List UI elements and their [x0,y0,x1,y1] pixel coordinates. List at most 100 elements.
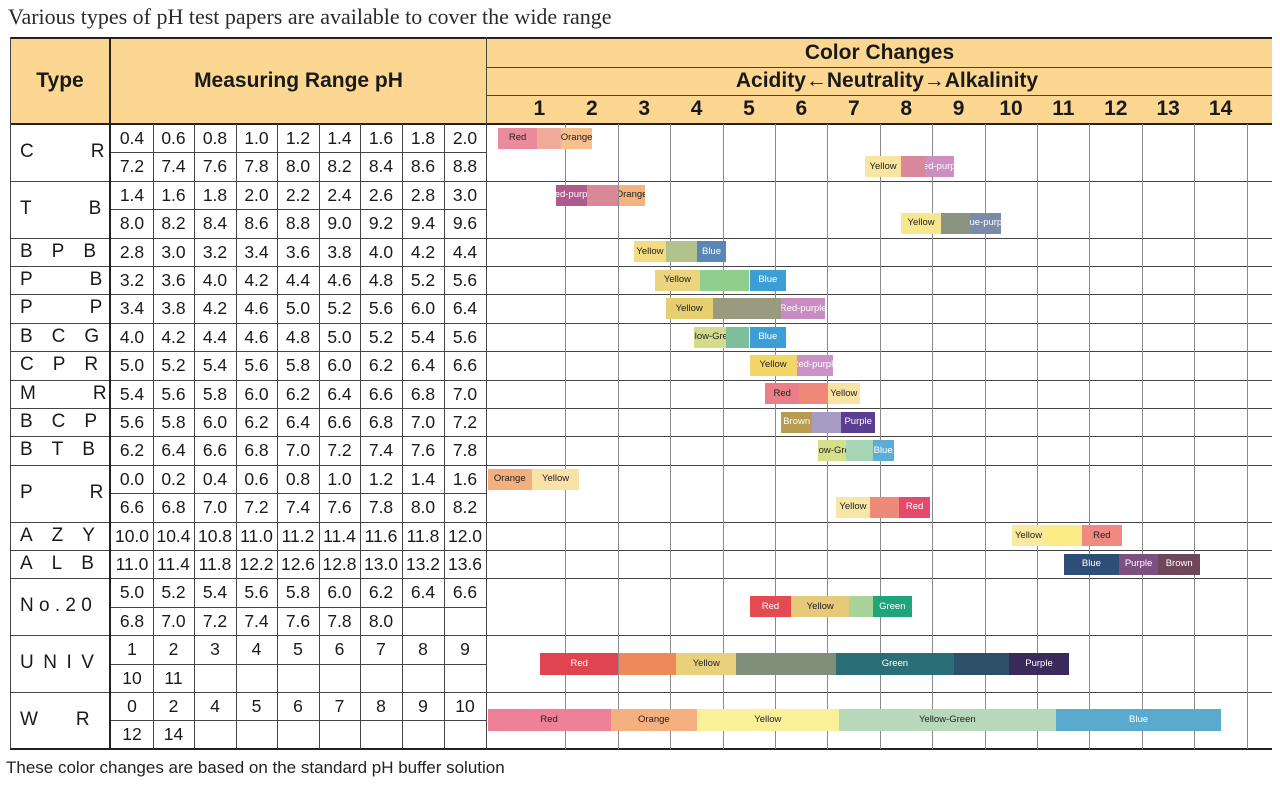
color-bar-segment: Yellow [676,652,737,675]
type-divider [10,521,1272,523]
range-value: 6.6 [119,497,145,518]
color-bar-segment: Purple [841,411,876,433]
range-value [319,664,360,692]
range-value: 1.2 [285,128,311,148]
range-value: 6.4 [452,298,478,319]
range-value: 2.8 [119,241,145,262]
range-value: 5.2 [161,582,186,603]
color-bar-segment: Brown [780,411,813,433]
color-bar-segment [618,652,677,675]
range-value: 9 [418,696,428,716]
paper-type-name: W R [20,709,90,730]
range-value: 3.6 [161,270,186,290]
range-value: 5.8 [161,412,186,432]
range-value: 11 [164,667,183,688]
color-bar-segment: Red [1082,525,1122,547]
range-value: 4.2 [244,270,269,290]
range-value: 6.0 [202,412,228,432]
range-value: 2.0 [244,184,269,205]
color-bar-segment: Yellow [901,212,941,234]
range-value: 10.8 [197,525,233,546]
ph-scale-label: 12 [1104,97,1128,120]
type-divider [10,237,1272,239]
range-value: 6.8 [119,610,145,631]
color-bar-segment: Blue-purple [969,212,1002,234]
range-value: 7.4 [368,440,394,461]
range-value: 0.6 [244,468,269,489]
color-bar-segment: Red [487,709,611,732]
ph-grid-line [618,124,619,749]
range-value: 5.6 [452,326,478,347]
type-divider [10,692,1272,693]
range-value [236,664,277,692]
range-value: 6.2 [285,383,311,404]
header-band [10,38,1272,124]
range-value: 5.6 [452,270,478,290]
range-value: 11.8 [406,525,440,546]
range-value: 7.4 [285,497,311,518]
range-value: 3.4 [119,298,145,319]
type-divider [10,550,1272,551]
ph-grid-line [985,124,986,749]
range-value: 4.8 [285,326,311,347]
range-value: 1.6 [161,184,186,205]
color-bar-segment: Blue [1056,709,1222,732]
ph-grid-line [775,124,776,749]
color-bar-segment: Red [898,496,931,518]
range-value: 7.4 [161,156,186,177]
color-bar-segment: Yellow [655,269,700,291]
range-value [236,720,277,748]
range-value: 6.2 [119,440,145,461]
range-value: 6.0 [244,383,269,404]
range-value: 6 [334,639,345,660]
range-value: 6.2 [368,355,394,376]
range-row-divider [111,152,486,154]
type-divider [10,322,1272,324]
color-bar-segment: Blue [749,269,787,291]
color-bar-segment: Red [539,652,619,675]
paper-type-name: C P R [20,354,99,376]
range-value: 3.8 [327,241,352,262]
range-value: 3.2 [202,241,228,262]
color-bar-segment: Yellow [864,156,902,178]
range-value: 7.2 [244,497,269,518]
range-value: 5.0 [327,326,352,347]
range-value: 5.4 [202,582,228,603]
color-bar-segment [736,652,836,675]
range-value: 6.8 [161,497,186,518]
header-subline [487,67,1272,68]
color-bar-segment: Green [872,596,912,618]
range-value: 10 [455,696,475,716]
ph-grid-line [565,124,566,749]
range-value: 4.0 [119,326,145,347]
range-value: 6.0 [327,355,352,376]
range-value: 8.4 [368,156,394,177]
paper-type-name: P B [20,269,103,290]
color-bar-segment: Orange [487,468,533,490]
color-bar-segment: Brown [1158,553,1201,575]
range-value: 7.2 [202,610,228,631]
range-value: 5.4 [202,355,228,376]
range-value: 13.2 [405,554,441,574]
color-bar-segment: Red [497,127,538,149]
paper-type-name: B T B [20,439,95,461]
color-bar-segment: Red [765,383,800,405]
range-value: 4.2 [161,326,186,347]
color-bar-segment: Red-purple [780,298,826,320]
paper-type-name: B C P [20,411,98,432]
ph-scale-label: 2 [585,97,598,120]
range-value: 10.0 [114,525,150,546]
range-value: 6.2 [244,412,269,432]
range-value: 5.2 [410,270,436,290]
range-value: 2 [168,696,179,716]
range-value: 9.2 [368,213,394,234]
color-bar-segment: Blue [749,326,787,348]
color-bar-segment: Orange [560,127,593,149]
range-column-border [486,37,487,749]
ph-scale-label: 7 [847,97,860,120]
color-bar-segment [537,127,561,149]
color-bar-segment: Blue [872,440,894,462]
range-value: 5.2 [368,326,394,347]
color-bar-segment: Yellow [634,241,666,263]
